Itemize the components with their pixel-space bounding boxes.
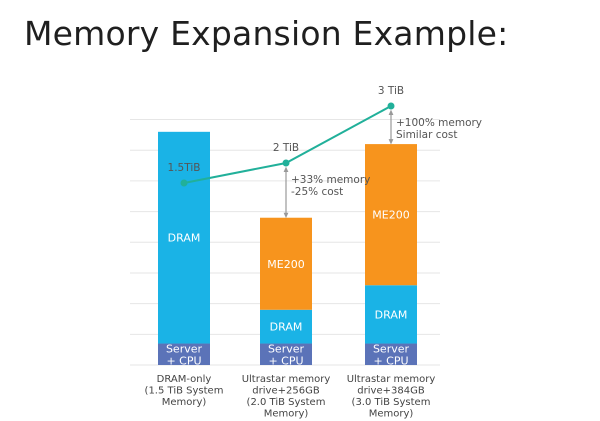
bar-segment (158, 131, 210, 344)
annotation-text: +33% memory (291, 174, 370, 186)
bar-segment-label: Server (166, 342, 203, 355)
bar-segment-label: ME200 (372, 209, 409, 222)
bar-segment (365, 343, 417, 365)
category-label: DRAM-only (157, 374, 212, 385)
bar-segment (158, 343, 210, 365)
category-label: Ultrastar memory (347, 374, 436, 385)
capacity-value-label: 3 TiB (378, 85, 404, 97)
capacity-value-label: 1.5TiB (168, 162, 201, 174)
bar-segment (260, 217, 312, 310)
capacity-point (180, 179, 188, 187)
capacity-value-label: 2 TiB (273, 142, 299, 154)
bar-segment (365, 144, 417, 286)
annotation-text: -25% cost (291, 186, 343, 198)
category-label: (2.0 TiB System (247, 397, 326, 408)
bar-segment-label: + CPU (268, 354, 303, 367)
category-label: (1.5 TiB System (145, 386, 224, 397)
bar-segment-label: Server (373, 342, 410, 355)
bar-segment-label: + CPU (373, 354, 408, 367)
bar-segment-label: ME200 (267, 258, 304, 271)
capacity-point (387, 102, 395, 110)
category-label: drive+384GB (357, 386, 425, 397)
bar-segment-label: DRAM (168, 232, 201, 245)
category-label: drive+256GB (252, 386, 320, 397)
bar-segment-label: Server (268, 342, 305, 355)
bar-segment-label: + CPU (166, 354, 201, 367)
annotation-text: +100% memory (396, 117, 482, 129)
bar-segment (260, 343, 312, 365)
capacity-point (282, 159, 290, 167)
bar-segment-label: DRAM (270, 321, 303, 334)
annotation-text: Similar cost (396, 129, 458, 141)
bar-segment (365, 285, 417, 344)
category-label: Memory) (162, 397, 207, 408)
page-title: Memory Expansion Example: (24, 14, 509, 53)
category-label: Memory) (264, 409, 309, 420)
bar-segment (260, 309, 312, 344)
category-label: Ultrastar memory (242, 374, 331, 385)
category-label: Memory) (369, 409, 414, 420)
category-label: (3.0 TiB System (352, 397, 431, 408)
bar-segment-label: DRAM (375, 308, 408, 321)
